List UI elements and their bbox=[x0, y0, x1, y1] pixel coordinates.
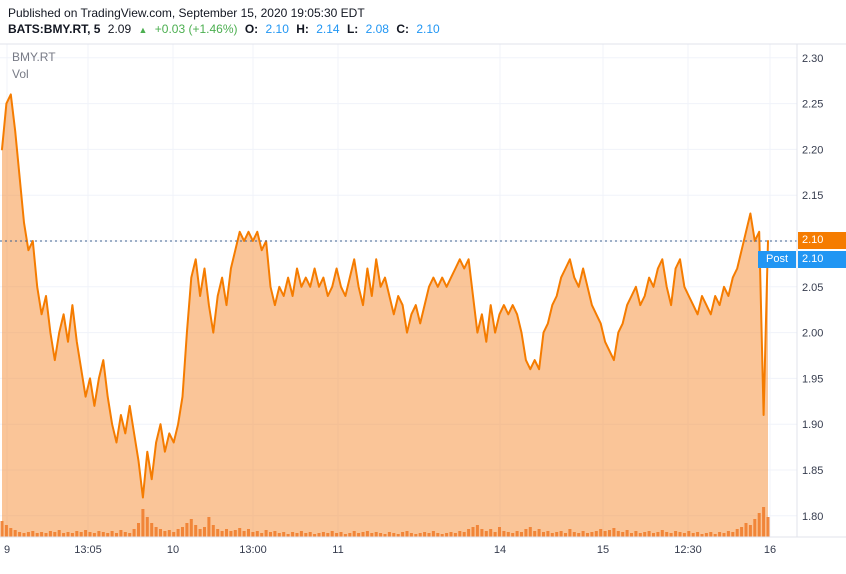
open-label: O: bbox=[244, 22, 259, 36]
svg-text:2.05: 2.05 bbox=[802, 282, 823, 294]
svg-text:13:00: 13:00 bbox=[239, 544, 267, 556]
price-axis[interactable]: 2.302.252.202.152.102.052.001.951.901.85… bbox=[802, 53, 823, 523]
close-label: C: bbox=[396, 22, 409, 36]
pane-symbol-watermark: BMY.RT bbox=[12, 50, 56, 64]
svg-text:2.25: 2.25 bbox=[802, 99, 823, 111]
symbol-line: BATS:BMY.RT, 5 2.09 ▲ +0.03 (+1.46%) O: … bbox=[8, 22, 444, 36]
low-value: 2.08 bbox=[365, 22, 389, 36]
svg-text:13:05: 13:05 bbox=[74, 544, 102, 556]
volume-series bbox=[0, 507, 770, 537]
high-label: H: bbox=[296, 22, 309, 36]
svg-text:2.15: 2.15 bbox=[802, 190, 823, 202]
symbol-name: BATS:BMY.RT, 5 bbox=[8, 22, 101, 36]
svg-text:12:30: 12:30 bbox=[674, 544, 702, 556]
price-area-series bbox=[1, 93, 769, 538]
svg-text:2.20: 2.20 bbox=[802, 144, 823, 156]
svg-text:1.95: 1.95 bbox=[802, 373, 823, 385]
svg-text:2.00: 2.00 bbox=[802, 328, 823, 340]
svg-text:1.90: 1.90 bbox=[802, 419, 823, 431]
last-price: 2.09 bbox=[107, 22, 132, 36]
published-line: Published on TradingView.com, September … bbox=[8, 6, 365, 20]
svg-text:11: 11 bbox=[332, 544, 343, 556]
last-price-axis-badge: 2.10 bbox=[798, 232, 846, 249]
svg-text:1.85: 1.85 bbox=[802, 465, 823, 477]
svg-text:10: 10 bbox=[167, 544, 179, 556]
svg-text:9: 9 bbox=[4, 544, 10, 556]
svg-text:2.30: 2.30 bbox=[802, 53, 823, 65]
svg-text:15: 15 bbox=[597, 544, 609, 556]
change-value: +0.03 (+1.46%) bbox=[154, 22, 238, 36]
pane-borders bbox=[0, 43, 846, 538]
low-label: L: bbox=[346, 22, 359, 36]
time-axis[interactable]: 9 13:05 10 13:00 11 14 15 12:30 16 bbox=[4, 544, 776, 556]
close-value: 2.10 bbox=[416, 22, 440, 36]
post-price-axis-badge: 2.10 bbox=[798, 251, 846, 268]
svg-text:1.80: 1.80 bbox=[802, 511, 823, 523]
svg-text:16: 16 bbox=[764, 544, 776, 556]
change-up-arrow-icon: ▲ bbox=[138, 25, 148, 35]
high-value: 2.14 bbox=[316, 22, 340, 36]
svg-text:14: 14 bbox=[494, 544, 506, 556]
post-market-label: Post bbox=[758, 251, 796, 268]
open-value: 2.10 bbox=[265, 22, 289, 36]
volume-pane-label: Vol bbox=[12, 67, 29, 81]
